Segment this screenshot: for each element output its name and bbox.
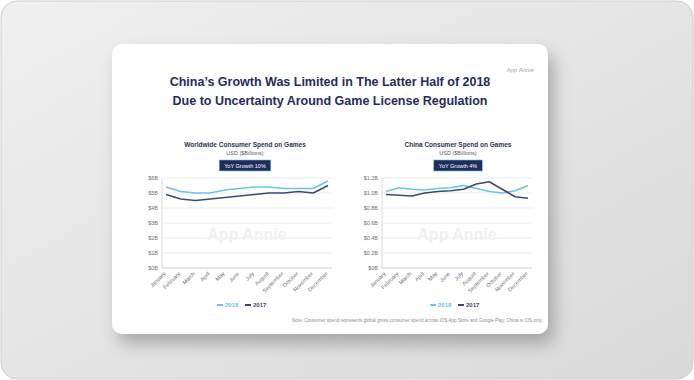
x-tick-label: May <box>427 270 439 282</box>
grid-line <box>382 253 532 254</box>
annotation: YoY Growth 10% <box>219 160 271 171</box>
grid-line <box>382 268 532 269</box>
y-tick-label: $1.2B <box>364 175 379 181</box>
grid-line <box>382 178 532 179</box>
x-tick-label: March <box>181 270 196 285</box>
logo: App Annie <box>506 67 535 73</box>
x-axis <box>382 268 532 269</box>
x-tick-label: February <box>380 270 400 290</box>
legend-swatch <box>430 304 436 306</box>
grid-line <box>162 268 332 269</box>
y-tick-label: $6B <box>148 175 158 181</box>
series-line <box>166 186 328 201</box>
y-axis <box>382 178 383 268</box>
x-axis <box>162 268 332 269</box>
x-tick-label: December <box>307 270 329 292</box>
legend-label: 2018 <box>438 302 452 308</box>
chart-subtitle: USD ($Billions) <box>226 150 263 156</box>
chart: China Consumer Spend on GamesUSD ($Billi… <box>364 141 532 308</box>
legend-swatch <box>217 304 223 306</box>
y-tick-label: $1B <box>148 250 158 256</box>
y-tick-label: $2B <box>148 235 158 241</box>
slide <box>112 44 548 334</box>
background <box>1 1 693 379</box>
chart-title: Worldwide Consumer Spend on Games <box>184 141 306 149</box>
y-tick-label: $1.0B <box>364 190 379 196</box>
x-tick-label: March <box>397 270 412 285</box>
annotation-box <box>434 160 483 171</box>
annotation: YoY Growth 4% <box>434 160 483 171</box>
footnote: Note: Consumer spend represents global g… <box>292 318 543 323</box>
grid-line <box>162 253 332 254</box>
legend: 2018 2017 <box>430 302 480 308</box>
grid-line <box>382 223 532 224</box>
legend: 2018 2017 <box>217 302 267 308</box>
grid-line <box>162 208 332 209</box>
y-tick-label: $0.2B <box>364 250 379 256</box>
legend-label: 2017 <box>466 302 480 308</box>
y-tick-label: $0.8B <box>364 205 379 211</box>
x-tick-label: May <box>214 270 226 282</box>
x-tick-label: February <box>162 270 182 290</box>
x-tick-label: April <box>413 270 425 282</box>
slide-title: China’s Growth Was Limited in The Latter… <box>170 75 491 89</box>
annotation-text: YoY Growth 10% <box>224 163 266 169</box>
page: China’s Growth Was Limited in The Latter… <box>0 0 694 380</box>
watermark: App Annie <box>417 226 497 243</box>
series-line <box>166 181 328 193</box>
y-tick-label: $0.6B <box>364 220 379 226</box>
slide-title: Due to Uncertainty Around Game License R… <box>173 94 488 108</box>
grid-line <box>162 223 332 224</box>
series-line <box>386 182 528 199</box>
x-tick-label: April <box>199 270 211 282</box>
legend-swatch <box>245 304 251 306</box>
legend-label: 2017 <box>253 302 267 308</box>
plot-area <box>166 181 328 201</box>
x-tick-label: June <box>439 270 452 283</box>
y-axis <box>162 178 163 268</box>
chart-title: China Consumer Spend on Games <box>405 141 512 149</box>
x-tick-label: June <box>228 270 241 283</box>
y-tick-label: $0B <box>148 265 158 271</box>
plot-area <box>386 182 528 199</box>
legend-swatch <box>458 304 464 306</box>
watermark: App Annie <box>207 226 287 243</box>
x-tick-label: July <box>244 270 255 281</box>
y-tick-label: $5B <box>148 190 158 196</box>
grid-line <box>162 178 332 179</box>
x-tick-label: December <box>507 270 529 292</box>
grid-line <box>382 208 532 209</box>
annotation-box <box>219 160 271 171</box>
annotation-text: YoY Growth 4% <box>439 163 478 169</box>
y-tick-label: $0.4B <box>364 235 379 241</box>
chart-subtitle: USD ($Billions) <box>439 150 476 156</box>
y-tick-label: $0B <box>368 265 378 271</box>
chart: Worldwide Consumer Spend on GamesUSD ($B… <box>148 141 332 308</box>
x-tick-label: September <box>261 270 284 293</box>
legend-label: 2018 <box>225 302 239 308</box>
y-tick-label: $4B <box>148 205 158 211</box>
y-tick-label: $3B <box>148 220 158 226</box>
